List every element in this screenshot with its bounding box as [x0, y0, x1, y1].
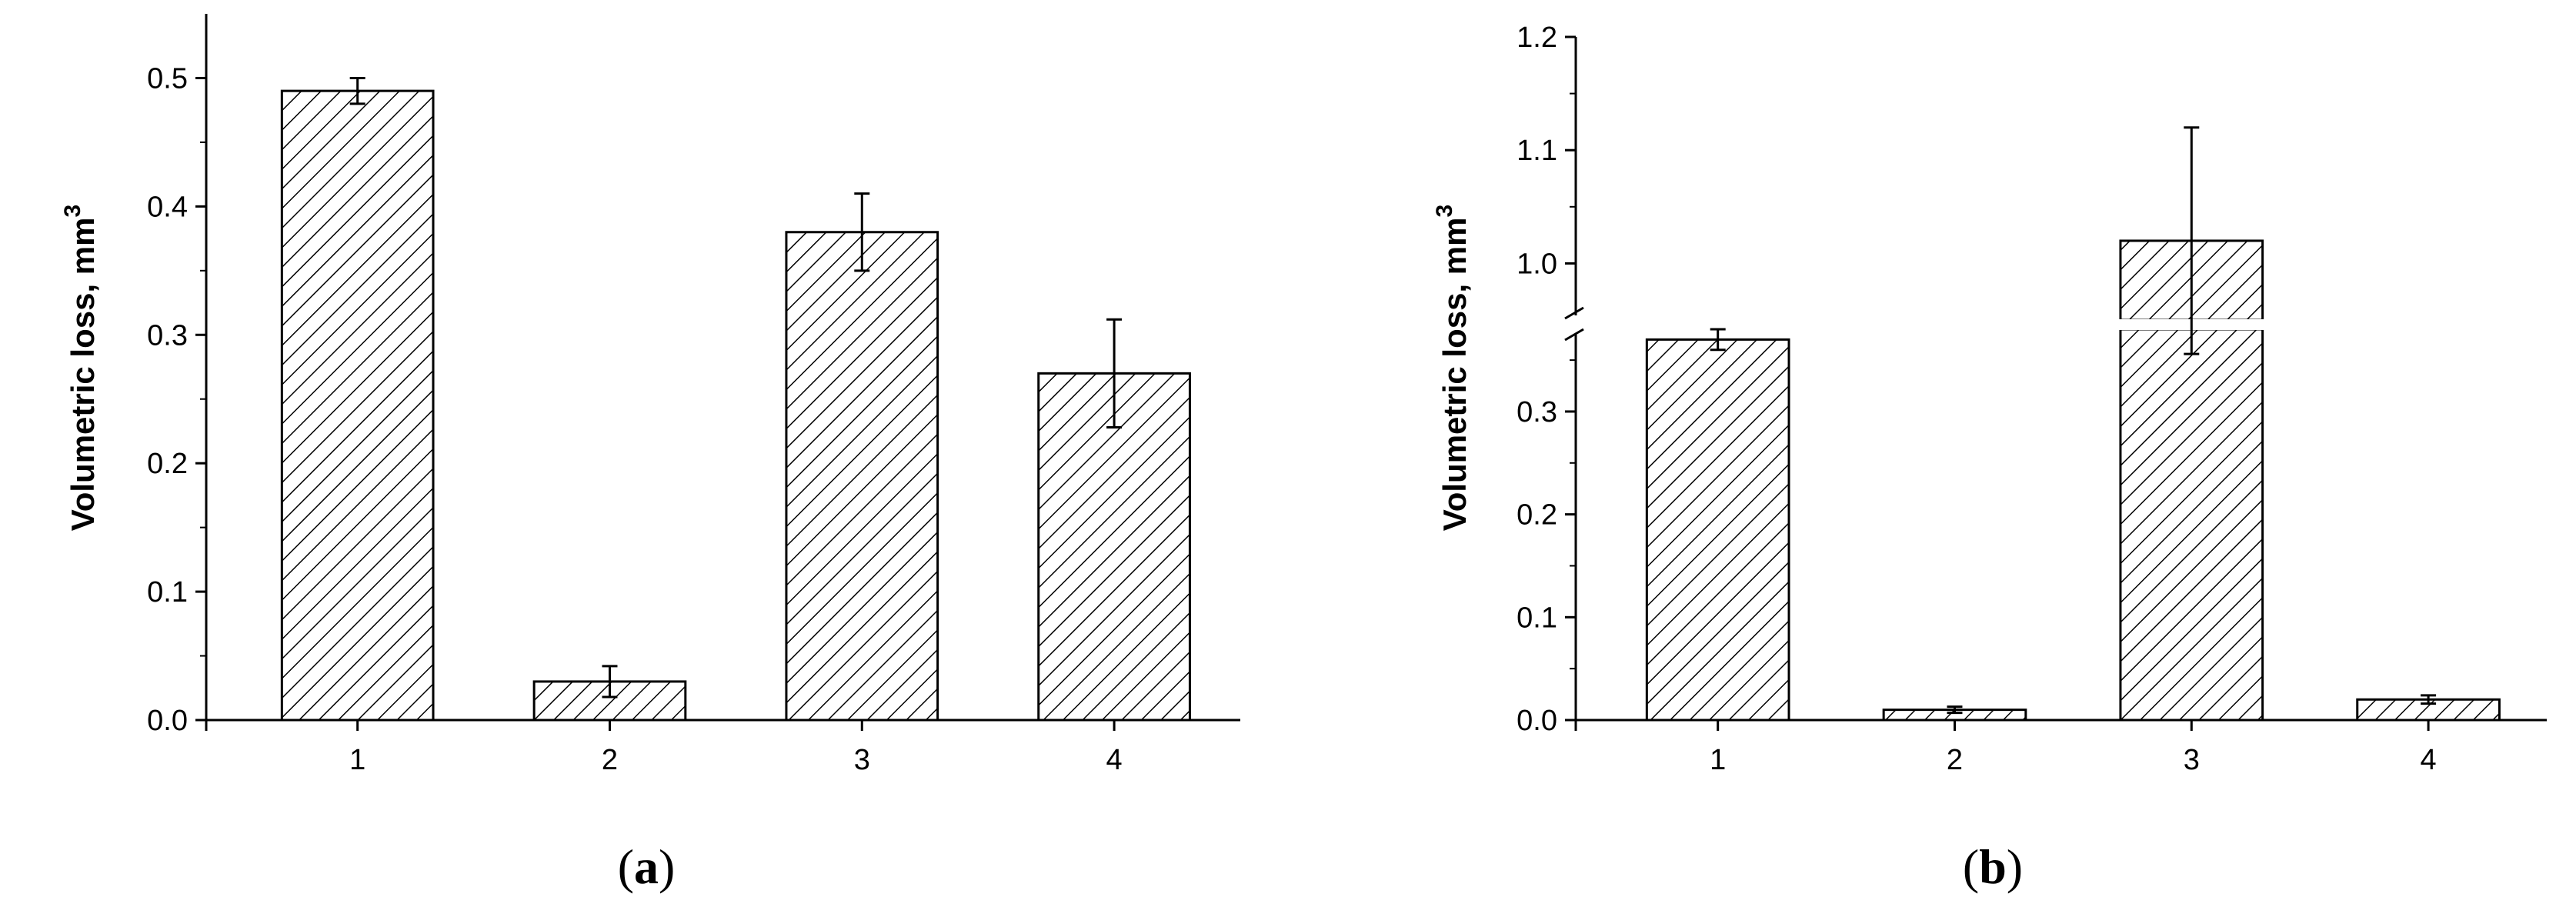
chart-b-axis-break-mark [1564, 328, 1584, 342]
chart-b-ticks: 0.0 0.1 0.2 0.3 1.0 1.1 1.2 1 2 3 4 [1517, 22, 2436, 776]
chart-b-x-tick-label: 1 [1710, 744, 1726, 776]
chart-b-bar [1645, 338, 1790, 722]
chart-b-bars [1645, 126, 2501, 722]
chart-a-y-axis-label: Volumetric loss, mm3 [60, 205, 101, 531]
chart-a-x-tick-label: 3 [854, 744, 870, 776]
chart-a-caption: (a) [618, 839, 676, 894]
chart-a-bar [1037, 372, 1191, 722]
chart-a-x-tick-label: 1 [349, 744, 365, 776]
chart-a-bar [280, 89, 435, 722]
chart-b-axis-break-mark [1564, 306, 1584, 320]
chart-b-y-tick-label: 0.1 [1517, 602, 1557, 634]
chart-a-bars [280, 76, 1191, 722]
chart-b-x-tick-label: 2 [1947, 744, 1963, 776]
chart-b-y-tick-label: 1.0 [1517, 248, 1557, 280]
chart-a-panel-label: a [634, 839, 659, 894]
chart-b-bar [2119, 328, 2264, 722]
chart-b-caption: (b) [1963, 839, 2023, 894]
chart-a-y-tick-label: 0.4 [147, 191, 188, 223]
chart-b-y-tick-label: 1.1 [1517, 135, 1557, 167]
chart-a-bar [785, 231, 939, 722]
chart-a-y-tick-label: 0.2 [147, 448, 188, 480]
chart-b-panel-label: b [1979, 839, 2007, 894]
chart-b-y-axis-label: Volumetric loss, mm3 [1432, 205, 1473, 531]
chart-panel-a: 0.0 0.1 0.2 0.3 0.4 0.5 1 2 3 4 Volumetric loss, … [60, 14, 1240, 894]
chart-panel-b: 0.0 0.1 0.2 0.3 1.0 1.1 1.2 1 2 3 4 Volumetric los… [1432, 22, 2547, 894]
chart-b-y-tick-label: 1.2 [1517, 22, 1557, 54]
chart-a-y-tick-label: 0.0 [147, 705, 188, 737]
chart-a-y-tick-label: 0.5 [147, 62, 188, 95]
chart-b-y-tick-label: 0.0 [1517, 705, 1557, 737]
chart-b-x-tick-label: 3 [2184, 744, 2200, 776]
chart-b-y-tick-label: 0.3 [1517, 396, 1557, 428]
chart-a-ticks: 0.0 0.1 0.2 0.3 0.4 0.5 1 2 3 4 [147, 62, 1122, 776]
chart-a-x-tick-label: 2 [602, 744, 618, 776]
chart-b-y-tick-label: 0.2 [1517, 499, 1557, 532]
chart-a-x-tick-label: 4 [1106, 744, 1123, 776]
chart-a-y-tick-label: 0.3 [147, 319, 188, 352]
chart-a-y-tick-label: 0.1 [147, 576, 188, 609]
chart-b-x-tick-label: 4 [2421, 744, 2437, 776]
